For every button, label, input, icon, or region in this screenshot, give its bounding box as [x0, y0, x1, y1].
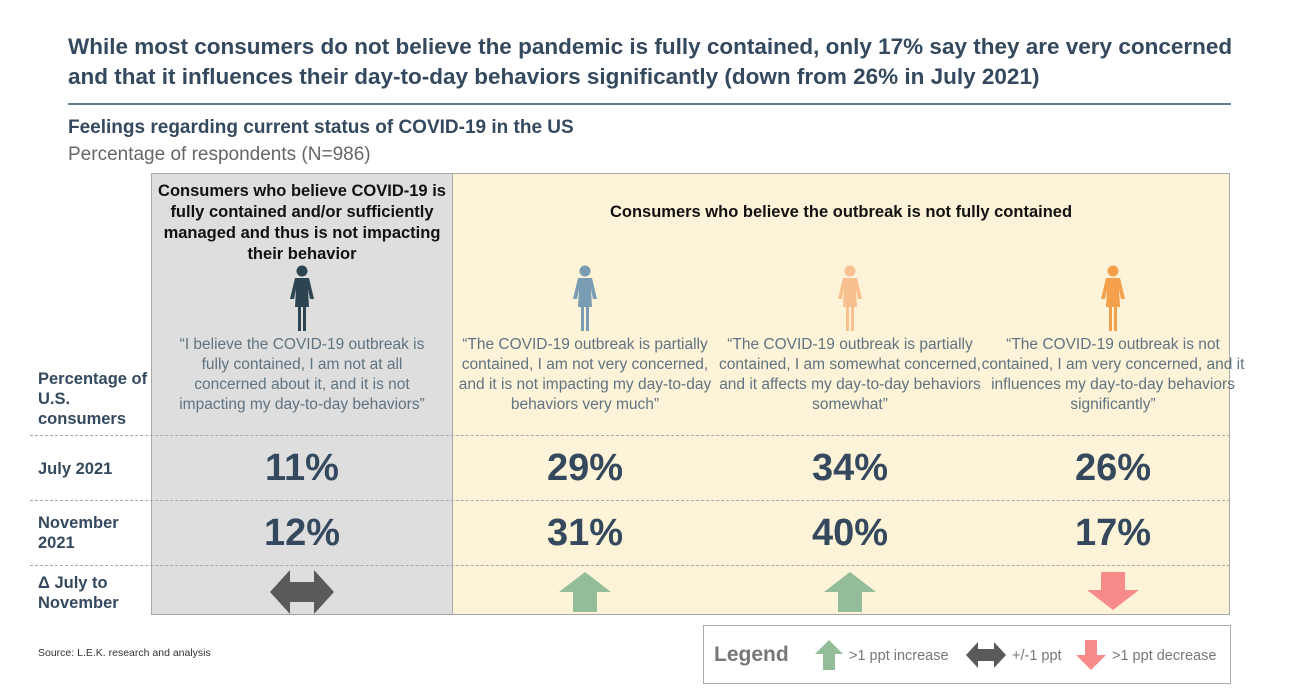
- title-divider: [68, 103, 1231, 105]
- arrow-up-icon: [559, 572, 611, 612]
- value-november: 17%: [1074, 512, 1152, 554]
- not-contained-panel: [452, 173, 1230, 615]
- arrow-up-icon: [815, 640, 843, 670]
- column-quote: “The COVID-19 outbreak is partially cont…: [458, 336, 712, 413]
- column-quote: “The COVID-19 outbreak is not contained,…: [981, 336, 1245, 413]
- change-indicator: [1081, 570, 1145, 619]
- legend-flat: +/-1 ppt: [1012, 648, 1062, 664]
- value-november: 31%: [546, 512, 624, 554]
- change-indicator: [270, 570, 334, 619]
- person-icon: [573, 265, 597, 331]
- divider: [30, 435, 1230, 436]
- row-label-november: November 2021: [38, 514, 119, 552]
- value-july: 29%: [546, 447, 624, 489]
- legend-increase: >1 ppt increase: [849, 648, 949, 664]
- arrow-down-icon: [1076, 640, 1106, 670]
- chart-note: Percentage of respondents (N=986): [68, 144, 371, 165]
- row-label-july: July 2021: [38, 460, 113, 478]
- legend: Legend >1 ppt increase +/-1 ppt >1 ppt d…: [703, 625, 1231, 684]
- value-july: 11%: [265, 447, 339, 489]
- column-quote: “The COVID-19 outbreak is partially cont…: [719, 336, 981, 413]
- arrow-down-icon: [1087, 572, 1139, 610]
- contained-panel: [151, 173, 453, 615]
- column-quote: “I believe the COVID-19 outbreak is full…: [179, 336, 425, 413]
- divider: [30, 500, 1230, 501]
- arrow-left-right-icon: [966, 642, 1006, 668]
- source-note: Source: L.E.K. research and analysis: [38, 647, 211, 659]
- value-november: 40%: [811, 512, 889, 554]
- row-label-header: Percentage of U.S. consumers: [38, 370, 148, 428]
- value-july: 26%: [1074, 447, 1152, 489]
- legend-title: Legend: [714, 643, 789, 666]
- change-indicator: [553, 570, 617, 619]
- group-header-not-contained: Consumers who believe the outbreak is no…: [609, 203, 1073, 221]
- person-icon: [838, 265, 862, 331]
- person-icon: [1101, 265, 1125, 331]
- group-header-contained: Consumers who believe COVID-19 is fully …: [158, 182, 446, 263]
- value-july: 34%: [811, 447, 889, 489]
- row-label-delta: Δ July to November: [38, 574, 119, 612]
- value-november: 12%: [263, 512, 341, 554]
- chart-subtitle: Feelings regarding current status of COV…: [68, 117, 574, 138]
- arrow-up-icon: [824, 572, 876, 612]
- divider: [30, 565, 1230, 566]
- change-indicator: [818, 570, 882, 619]
- slide-title: While most consumers do not believe the …: [68, 34, 1233, 89]
- person-icon: [290, 265, 314, 331]
- arrow-left-right-icon: [270, 570, 334, 614]
- legend-decrease: >1 ppt decrease: [1112, 648, 1217, 664]
